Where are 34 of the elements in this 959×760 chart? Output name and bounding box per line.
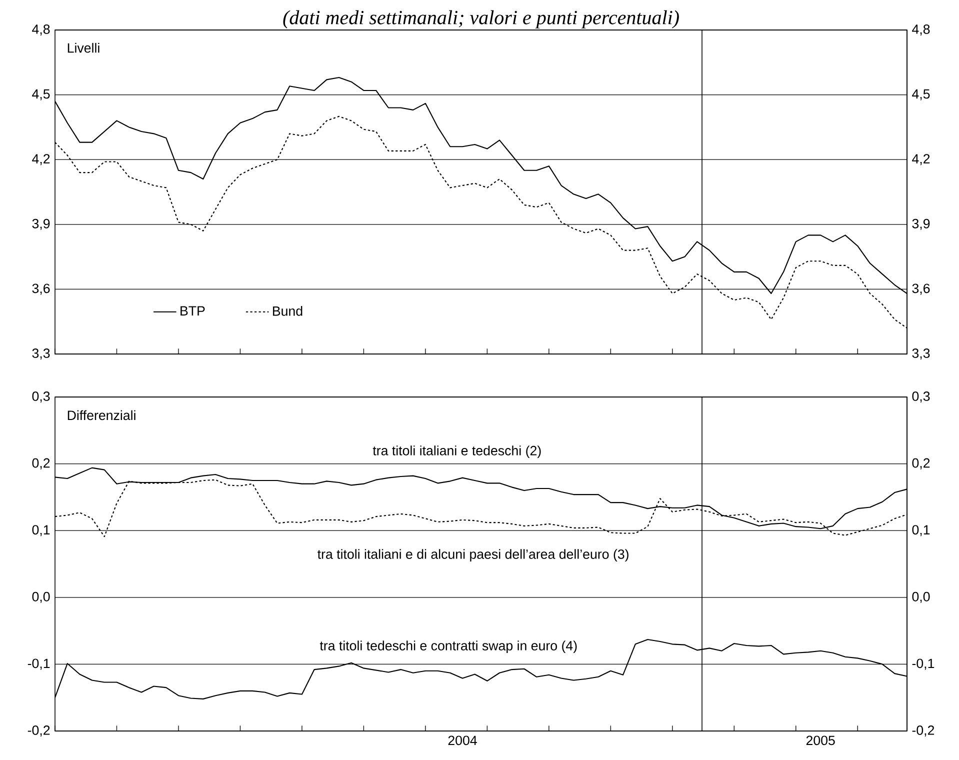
y-tick-label: 3,9 <box>32 218 50 230</box>
y-tick-label: 4,5 <box>32 89 50 100</box>
y-tick-label: 0,2 <box>32 458 50 470</box>
y-tick-label: -0,1 <box>28 658 50 670</box>
y-tick-label: 3,6 <box>32 284 50 295</box>
annotation: Livelli <box>68 42 100 53</box>
series-label: tra titoli tedeschi e contratti swap in euro (4) <box>320 640 577 654</box>
y2-tick-label: 0,0 <box>912 592 930 603</box>
y-tick-label: 0,1 <box>32 525 50 536</box>
y2-tick-label: 4,2 <box>912 154 930 166</box>
y-tick-label: 0,3 <box>32 392 50 403</box>
y-tick-label: 4,8 <box>32 24 50 36</box>
y2-tick-label: -0,2 <box>912 726 934 737</box>
y2-tick-label: 3,3 <box>912 348 930 360</box>
series-label: tra titoli italiani e di alcuni paesi dell’area dell’euro (3) <box>318 549 628 562</box>
y-tick-label: -0,2 <box>28 726 50 737</box>
y2-tick-label: 4,8 <box>912 24 930 36</box>
y2-tick-label: -0,1 <box>912 658 934 670</box>
y-tick-label: 0,0 <box>32 592 50 603</box>
y2-tick-label: 3,6 <box>912 284 930 295</box>
y2-tick-label: 3,9 <box>912 218 930 230</box>
y2-tick-label: 4,5 <box>912 89 930 100</box>
chart-subtitle: (dati medi settimanali; valori e punti percentuali) <box>283 10 679 28</box>
x-tick-label: 2005 <box>806 736 835 746</box>
y2-tick-label: 0,1 <box>912 525 930 536</box>
y-tick-label: 3,3 <box>32 348 50 360</box>
legend-label: Bund <box>273 306 302 316</box>
x-tick-label: 2004 <box>448 736 477 746</box>
y-tick-label: 4,2 <box>32 154 50 166</box>
annotation: Differenziali <box>68 410 136 420</box>
y2-tick-label: 0,3 <box>912 392 930 403</box>
y2-tick-label: 0,2 <box>912 458 930 470</box>
series-label: tra titoli italiani e tedeschi (2) <box>372 446 541 458</box>
legend-label: BTP <box>180 306 205 316</box>
